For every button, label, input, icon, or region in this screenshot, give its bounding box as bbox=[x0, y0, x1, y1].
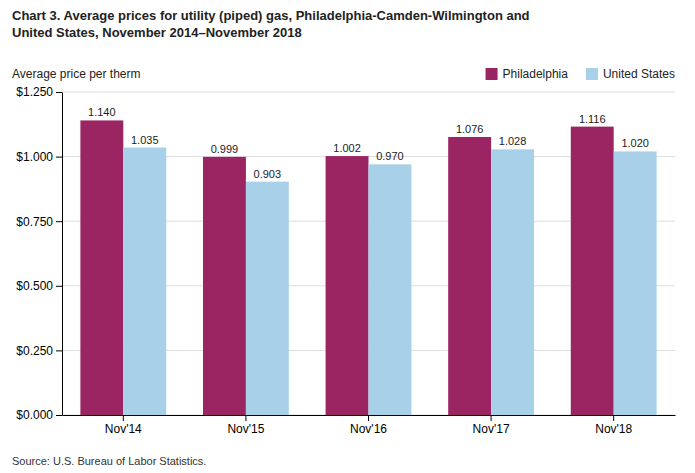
x-tick: Nov'15 bbox=[227, 415, 264, 436]
series bbox=[123, 148, 656, 415]
legend-item: Philadelphia bbox=[486, 67, 569, 81]
plot-area: 1.140 0.999 1.002 1.076 1.116 1.035 0.903 0.970… bbox=[16, 85, 675, 435]
legend-item: United States bbox=[586, 67, 675, 81]
data-label: 1.035 bbox=[131, 134, 159, 146]
y-tick: $1.000 bbox=[16, 150, 62, 164]
data-label: 0.999 bbox=[211, 143, 239, 155]
y-tick-label: $0.000 bbox=[16, 408, 53, 422]
y-tick-mark bbox=[56, 92, 62, 93]
y-tick-mark bbox=[56, 157, 62, 158]
x-tick: Nov'17 bbox=[473, 415, 510, 436]
data-labels: 1.140 0.999 1.002 1.076 1.116 1.035 0.903 0.970… bbox=[88, 106, 649, 179]
y-tick-label: $0.250 bbox=[16, 344, 53, 358]
x-tick: Nov'16 bbox=[350, 415, 387, 436]
y-tick: $0.750 bbox=[16, 215, 62, 229]
data-label: 0.970 bbox=[376, 150, 404, 162]
legend-label: United States bbox=[603, 67, 675, 81]
data-label: 1.028 bbox=[499, 135, 527, 147]
data-label: 0.903 bbox=[254, 168, 282, 180]
y-tick-label: $0.750 bbox=[16, 215, 53, 229]
x-tick-mark bbox=[491, 415, 492, 421]
legend-label: Philadelphia bbox=[503, 67, 569, 81]
x-tick-mark bbox=[245, 415, 246, 421]
y-axis-line bbox=[62, 93, 63, 416]
y-axis: $0.000 $0.250 $0.500 $0.750 $1.000 $1.250 bbox=[16, 85, 62, 422]
y-tick-label: $1.250 bbox=[16, 85, 53, 99]
x-tick-mark bbox=[613, 415, 614, 421]
x-tick-mark bbox=[368, 415, 369, 421]
bars bbox=[80, 120, 656, 415]
y-tick-mark bbox=[56, 221, 62, 222]
series bbox=[80, 120, 613, 415]
data-label: 1.020 bbox=[621, 137, 649, 149]
bar bbox=[491, 149, 534, 415]
bar bbox=[614, 151, 657, 415]
y-tick-mark bbox=[56, 350, 62, 351]
chart: Chart 3. Average prices for utility (pip… bbox=[0, 0, 695, 473]
bar bbox=[246, 182, 289, 415]
x-axis: Nov'14 Nov'15 Nov'16 Nov'17 Nov'18 bbox=[63, 415, 676, 436]
annotation: Source: U.S. Bureau of Labor Statistics. bbox=[12, 455, 206, 467]
legend: Philadelphia United States bbox=[486, 67, 675, 81]
bar bbox=[369, 164, 412, 415]
y-axis-label: Average price per therm bbox=[12, 67, 141, 81]
legend-swatch bbox=[586, 68, 598, 80]
grid-line bbox=[62, 92, 675, 93]
bar bbox=[448, 137, 491, 415]
x-tick-label: Nov'17 bbox=[473, 422, 510, 436]
x-tick-label: Nov'18 bbox=[595, 422, 632, 436]
data-label: 1.076 bbox=[456, 123, 484, 135]
y-tick-mark bbox=[56, 286, 62, 287]
y-tick-label: $1.000 bbox=[16, 150, 53, 164]
x-tick: Nov'18 bbox=[595, 415, 632, 436]
bar bbox=[123, 148, 166, 415]
title: Chart 3. Average prices for utility (pip… bbox=[12, 8, 530, 40]
data-label: 1.116 bbox=[579, 113, 606, 125]
y-tick: $0.000 bbox=[16, 408, 62, 422]
x-tick-label: Nov'16 bbox=[350, 422, 387, 436]
x-tick: Nov'14 bbox=[105, 415, 142, 436]
y-tick: $0.250 bbox=[16, 344, 62, 358]
x-tick-label: Nov'15 bbox=[227, 422, 264, 436]
y-tick: $1.250 bbox=[16, 85, 62, 99]
bar bbox=[326, 156, 369, 415]
bar bbox=[80, 120, 123, 415]
x-tick-label: Nov'14 bbox=[105, 422, 142, 436]
legend-swatch bbox=[486, 68, 498, 80]
y-tick-mark bbox=[56, 415, 62, 416]
y-tick: $0.500 bbox=[16, 279, 62, 293]
bar bbox=[571, 127, 614, 415]
data-label: 1.002 bbox=[333, 142, 361, 154]
grid bbox=[62, 92, 675, 415]
bar bbox=[203, 157, 246, 415]
y-tick-label: $0.500 bbox=[16, 279, 53, 293]
data-label: 1.140 bbox=[88, 106, 116, 118]
x-tick-mark bbox=[123, 415, 124, 421]
